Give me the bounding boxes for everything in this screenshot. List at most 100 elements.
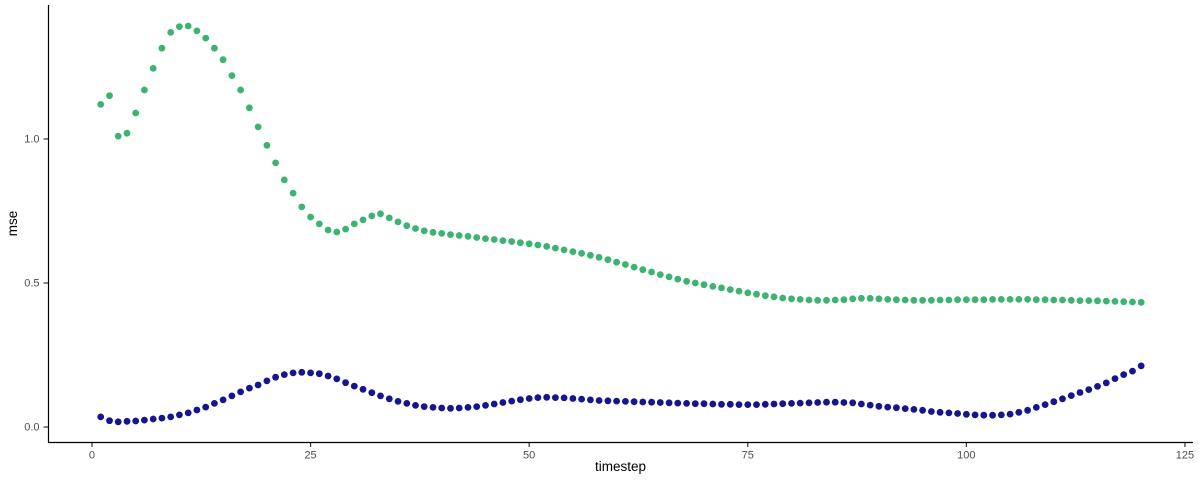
green-series-point xyxy=(289,189,297,197)
green-series-point xyxy=(447,231,454,239)
navy-series-point xyxy=(263,377,271,385)
x-tick-label: 75 xyxy=(742,450,754,462)
navy-series-point xyxy=(630,398,638,406)
navy-series-point xyxy=(726,400,734,408)
green-series-point xyxy=(149,65,157,72)
navy-series-point xyxy=(989,411,996,419)
green-series-point xyxy=(158,44,166,52)
navy-series-point xyxy=(429,404,437,411)
navy-series-point xyxy=(324,372,332,380)
green-series-point xyxy=(324,226,332,234)
green-series-point xyxy=(613,258,620,266)
navy-series-point xyxy=(307,369,314,377)
green-series-point xyxy=(726,286,734,293)
green-series-point xyxy=(193,27,201,35)
green-series-point xyxy=(429,228,437,236)
green-series-point xyxy=(106,92,113,100)
green-series-point xyxy=(919,296,926,304)
green-series-point xyxy=(989,296,996,303)
navy-series-point xyxy=(1137,362,1145,370)
green-series-point xyxy=(490,236,498,243)
navy-series-point xyxy=(211,400,218,407)
green-series-point xyxy=(482,235,489,243)
navy-series-point xyxy=(569,395,577,402)
navy-series-point xyxy=(595,397,603,404)
navy-series-point xyxy=(298,368,306,376)
navy-series-point xyxy=(420,403,428,410)
navy-series-point xyxy=(193,406,201,414)
green-series-point xyxy=(176,23,183,30)
green-series-point xyxy=(788,295,795,303)
green-series-point xyxy=(1129,298,1136,306)
green-series-point xyxy=(753,290,760,298)
navy-series-point xyxy=(342,379,349,387)
green-series-point xyxy=(114,132,122,140)
x-tick-label: 50 xyxy=(523,450,535,462)
green-series-point xyxy=(980,296,988,304)
green-series-point xyxy=(499,237,507,245)
navy-series-point xyxy=(1111,375,1119,382)
navy-series-point xyxy=(132,417,140,425)
green-series-point xyxy=(1024,296,1031,303)
navy-series-point xyxy=(779,400,787,408)
navy-series-point xyxy=(394,398,402,405)
navy-series-point xyxy=(587,396,594,404)
navy-series-point xyxy=(534,394,542,401)
navy-series-point xyxy=(997,411,1005,419)
navy-series-point xyxy=(1050,398,1058,406)
navy-series-point xyxy=(552,394,559,401)
green-series-point xyxy=(280,176,288,184)
navy-series-point xyxy=(840,399,848,406)
green-series-point xyxy=(1137,298,1145,306)
navy-series-point xyxy=(770,400,778,408)
green-series-point xyxy=(875,295,883,303)
navy-series-point xyxy=(971,411,979,419)
green-series-point xyxy=(569,248,577,256)
green-series-point xyxy=(595,253,603,261)
green-series-point xyxy=(1006,296,1014,303)
green-series-point xyxy=(604,256,612,264)
navy-series-point xyxy=(884,403,892,411)
navy-series-point xyxy=(315,370,323,378)
green-series-point xyxy=(805,296,813,304)
green-series-point xyxy=(858,294,865,302)
navy-series-point xyxy=(936,408,944,416)
navy-series-point xyxy=(700,400,708,408)
navy-series-point xyxy=(639,398,647,406)
navy-series-point xyxy=(272,373,279,381)
green-series-point xyxy=(517,239,524,247)
navy-series-point xyxy=(289,369,297,377)
y-axis-title: mse xyxy=(5,211,20,237)
navy-series-point xyxy=(508,397,516,405)
navy-series-point xyxy=(674,399,682,407)
navy-series-point xyxy=(499,399,507,406)
green-series-point xyxy=(744,289,752,297)
navy-series-point xyxy=(893,404,900,412)
green-series-point xyxy=(333,228,341,236)
navy-series-point xyxy=(718,400,725,408)
green-series-point xyxy=(1050,296,1058,304)
navy-series-point xyxy=(246,384,253,392)
green-series-point xyxy=(377,210,384,218)
navy-series-point xyxy=(805,399,813,407)
green-series-point xyxy=(1111,298,1119,305)
green-series-point xyxy=(97,101,105,108)
green-series-point xyxy=(263,141,271,149)
navy-series-point xyxy=(237,388,245,396)
green-series-point xyxy=(779,294,787,302)
navy-series-point xyxy=(412,402,419,409)
navy-series-point xyxy=(350,382,358,390)
green-series-point xyxy=(665,273,673,281)
green-series-point xyxy=(709,283,717,290)
navy-series-point xyxy=(709,400,717,408)
green-series-point xyxy=(884,296,892,303)
navy-series-point xyxy=(1041,401,1049,408)
navy-series-point xyxy=(228,392,236,400)
navy-series-point xyxy=(656,399,664,406)
navy-series-point xyxy=(1094,383,1101,390)
navy-series-point xyxy=(149,415,157,423)
navy-series-point xyxy=(517,396,524,404)
navy-series-point xyxy=(141,416,148,424)
navy-series-point xyxy=(622,398,629,405)
